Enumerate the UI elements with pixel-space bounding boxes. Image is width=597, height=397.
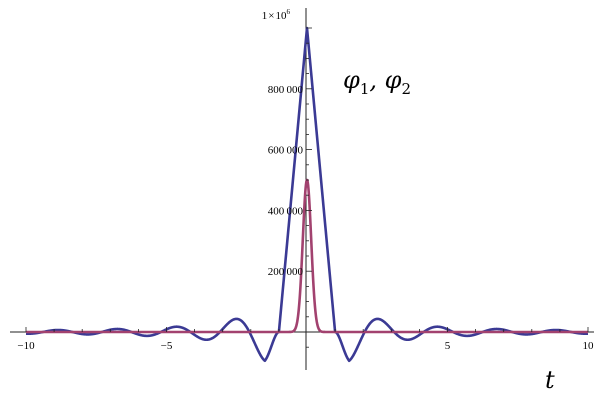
x-tick-label: 10 bbox=[583, 340, 595, 352]
axes bbox=[10, 8, 594, 370]
plot-annotation: φ1, φ2 bbox=[343, 66, 411, 98]
x-tick-label: −10 bbox=[17, 340, 35, 352]
y-tick-label-top: 1×106 bbox=[262, 8, 291, 22]
series-layer bbox=[24, 26, 590, 363]
y-tick-label: 200 000 bbox=[268, 266, 304, 278]
y-tick-label: 800 000 bbox=[268, 84, 304, 96]
x-axis-title: t bbox=[545, 366, 555, 394]
x-tick-label: 5 bbox=[445, 340, 451, 352]
ticks: −10 −5 5 10 200 000 400 000 600 000 800 000 bbox=[17, 27, 595, 352]
series-1-line bbox=[24, 26, 590, 363]
y-tick-label: 400 000 bbox=[268, 205, 304, 217]
x-tick-label: −5 bbox=[161, 340, 173, 352]
y-tick-label: 600 000 bbox=[268, 145, 304, 157]
